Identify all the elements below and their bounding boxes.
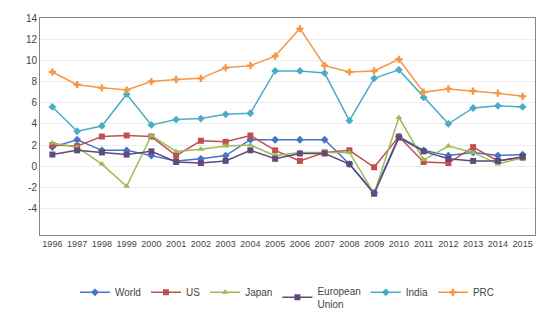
svg-text:2002: 2002	[191, 239, 211, 249]
svg-text:2010: 2010	[389, 239, 409, 249]
svg-text:EuropeanUnion: EuropeanUnion	[317, 286, 360, 310]
svg-text:2009: 2009	[364, 239, 384, 249]
svg-text:0: 0	[31, 161, 37, 172]
svg-text:2012: 2012	[438, 239, 458, 249]
svg-text:2006: 2006	[290, 239, 310, 249]
svg-text:2011: 2011	[414, 239, 433, 249]
svg-text:2000: 2000	[141, 239, 161, 249]
svg-text:1996: 1996	[42, 239, 62, 249]
svg-text:-2: -2	[28, 182, 37, 193]
svg-text:2013: 2013	[463, 239, 483, 249]
svg-text:2008: 2008	[339, 239, 359, 249]
svg-text:Japan: Japan	[245, 287, 272, 298]
svg-text:2005: 2005	[265, 239, 285, 249]
svg-text:US: US	[186, 287, 200, 298]
svg-text:PRC: PRC	[473, 287, 494, 298]
svg-text:2: 2	[31, 140, 37, 151]
svg-text:2004: 2004	[240, 239, 260, 249]
svg-text:-4: -4	[28, 203, 37, 214]
svg-text:8: 8	[31, 76, 37, 87]
svg-text:14: 14	[26, 13, 38, 24]
svg-text:4: 4	[31, 118, 37, 129]
svg-text:1998: 1998	[92, 239, 112, 249]
svg-text:2014: 2014	[488, 239, 508, 249]
svg-text:2001: 2001	[166, 239, 186, 249]
svg-text:12: 12	[26, 34, 38, 45]
svg-text:6: 6	[31, 97, 37, 108]
svg-text:2003: 2003	[216, 239, 236, 249]
svg-text:2015: 2015	[513, 239, 533, 249]
svg-text:1999: 1999	[117, 239, 137, 249]
svg-text:10: 10	[26, 55, 38, 66]
svg-text:India: India	[406, 287, 428, 298]
svg-text:World: World	[115, 287, 141, 298]
svg-text:2007: 2007	[315, 239, 335, 249]
svg-text:1997: 1997	[67, 239, 87, 249]
